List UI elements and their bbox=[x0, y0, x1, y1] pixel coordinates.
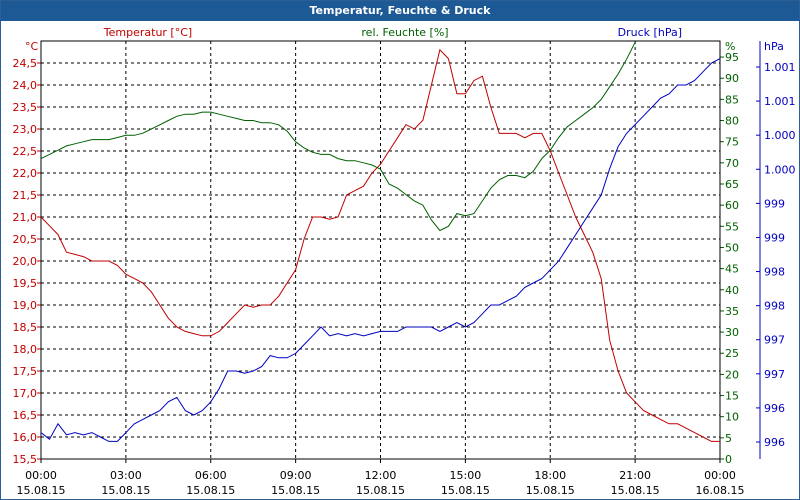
x-tick-label-date: 15.08.15 bbox=[186, 484, 235, 497]
humidity-tick-label: 70 bbox=[725, 157, 739, 170]
temperature-line bbox=[40, 48, 720, 442]
temperature-tick-label: 23,0 bbox=[13, 123, 38, 136]
pressure-line bbox=[40, 58, 721, 442]
temperature-tick-label: 20,0 bbox=[13, 255, 38, 268]
x-tick-label-date: 15.08.15 bbox=[526, 484, 575, 497]
humidity-tick-label: 50 bbox=[725, 241, 739, 254]
temperature-tick-label: 24,0 bbox=[13, 79, 38, 92]
humidity-tick-label: 35 bbox=[725, 305, 739, 318]
pressure-tick-label: 996 bbox=[764, 402, 785, 415]
temperature-tick-label: 18,0 bbox=[13, 343, 38, 356]
humidity-tick-label: 20 bbox=[725, 368, 739, 381]
temperature-axis-label: Temperatur [°C] bbox=[103, 26, 192, 39]
title-bar: Temperatur, Feuchte & Druck bbox=[1, 1, 799, 21]
pressure-tick-label: 1.001 bbox=[764, 61, 796, 74]
x-tick-label-date: 15.08.15 bbox=[271, 484, 320, 497]
x-tick-label-time: 12:00 bbox=[365, 469, 397, 482]
temperature-unit: °C bbox=[25, 40, 39, 53]
plot-area bbox=[40, 40, 721, 460]
pressure-tick-label: 996 bbox=[764, 436, 785, 449]
pressure-tick-label: 998 bbox=[764, 266, 785, 279]
pressure-tick-label: 997 bbox=[764, 334, 785, 347]
x-tick-label-date: 15.08.15 bbox=[611, 484, 660, 497]
humidity-tick-label: 85 bbox=[725, 93, 739, 106]
temperature-tick-label: 15,5 bbox=[13, 453, 38, 466]
humidity-tick-label: 75 bbox=[725, 136, 739, 149]
temperature-tick-label: 21,0 bbox=[13, 211, 38, 224]
temperature-tick-label: 19,0 bbox=[13, 299, 38, 312]
humidity-line bbox=[40, 42, 636, 232]
pressure-unit: hPa bbox=[764, 40, 784, 53]
temperature-tick-label: 16,5 bbox=[13, 409, 38, 422]
humidity-tick-label: 90 bbox=[725, 72, 739, 85]
humidity-tick-label: 80 bbox=[725, 115, 739, 128]
temperature-tick-label: 22,5 bbox=[13, 145, 38, 158]
x-tick-label-date: 15.08.15 bbox=[17, 484, 66, 497]
x-tick-label-date: 15.08.15 bbox=[356, 484, 405, 497]
humidity-tick-label: 0 bbox=[725, 453, 732, 466]
pressure-axis-label: Druck [hPa] bbox=[618, 26, 682, 39]
humidity-tick-label: 95 bbox=[725, 51, 739, 64]
chart-title: Temperatur, Feuchte & Druck bbox=[309, 4, 491, 17]
x-tick-label-time: 03:00 bbox=[110, 469, 142, 482]
temperature-tick-label: 17,0 bbox=[13, 387, 38, 400]
temperature-tick-label: 16,0 bbox=[13, 431, 38, 444]
temperature-tick-label: 19,5 bbox=[13, 277, 38, 290]
x-tick-label-time: 00:00 bbox=[704, 469, 736, 482]
humidity-tick-label: 45 bbox=[725, 263, 739, 276]
temperature-tick-label: 17,5 bbox=[13, 365, 38, 378]
pressure-tick-label: 999 bbox=[764, 231, 785, 244]
humidity-axis-label: rel. Feuchte [%] bbox=[361, 26, 448, 39]
humidity-tick-label: 55 bbox=[725, 220, 739, 233]
x-tick-label-time: 00:00 bbox=[25, 469, 57, 482]
humidity-tick-label: 40 bbox=[725, 284, 739, 297]
x-tick-label-time: 21:00 bbox=[619, 469, 651, 482]
humidity-tick-label: 10 bbox=[725, 411, 739, 424]
temperature-tick-label: 18,5 bbox=[13, 321, 38, 334]
humidity-tick-label: 5 bbox=[725, 432, 732, 445]
temperature-tick-label: 24,5 bbox=[13, 57, 38, 70]
pressure-tick-label: 998 bbox=[764, 300, 785, 313]
pressure-tick-label: 1.001 bbox=[764, 95, 796, 108]
temperature-tick-label: 22,0 bbox=[13, 167, 38, 180]
temperature-tick-label: 23,5 bbox=[13, 101, 38, 114]
humidity-tick-label: 65 bbox=[725, 178, 739, 191]
pressure-tick-label: 1.000 bbox=[764, 163, 796, 176]
humidity-tick-label: 15 bbox=[725, 390, 739, 403]
temperature-tick-label: 21,5 bbox=[13, 189, 38, 202]
temperature-tick-label: 20,5 bbox=[13, 233, 38, 246]
x-tick-label-time: 18:00 bbox=[534, 469, 566, 482]
humidity-tick-label: 30 bbox=[725, 326, 739, 339]
pressure-tick-label: 1.000 bbox=[764, 129, 796, 142]
x-tick-label-date: 15.08.15 bbox=[441, 484, 490, 497]
pressure-tick-label: 997 bbox=[764, 368, 785, 381]
x-tick-label-date: 15.08.15 bbox=[101, 484, 150, 497]
x-tick-label-time: 09:00 bbox=[280, 469, 312, 482]
humidity-tick-label: 60 bbox=[725, 199, 739, 212]
x-tick-label-time: 15:00 bbox=[450, 469, 482, 482]
x-tick-label-time: 06:00 bbox=[195, 469, 227, 482]
humidity-unit: % bbox=[725, 40, 735, 53]
humidity-tick-label: 25 bbox=[725, 347, 739, 360]
pressure-tick-label: 999 bbox=[764, 197, 785, 210]
x-tick-label-date: 16.08.15 bbox=[696, 484, 745, 497]
